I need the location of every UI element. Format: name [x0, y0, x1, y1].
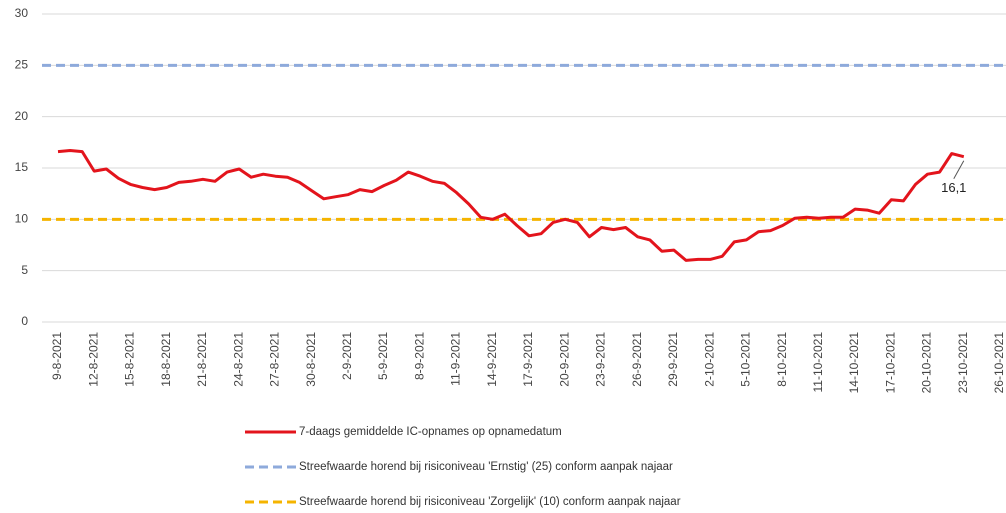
y-tick-label: 0 [21, 314, 28, 328]
label-leader [953, 160, 965, 179]
x-tick-label: 2-9-2021 [340, 332, 354, 380]
x-tick-label: 21-8-2021 [195, 332, 209, 387]
x-tick-label: 17-10-2021 [883, 332, 897, 394]
x-tick-label: 11-9-2021 [449, 332, 463, 386]
x-tick-label: 8-10-2021 [775, 332, 789, 387]
y-tick-label: 10 [15, 212, 29, 226]
x-tick-label: 2-10-2021 [702, 332, 716, 387]
x-tick-label: 14-10-2021 [847, 332, 861, 394]
x-tick-label: 20-10-2021 [920, 332, 934, 394]
y-tick-label: 25 [15, 58, 29, 72]
x-tick-label: 29-9-2021 [666, 332, 680, 387]
legend-label: 7-daags gemiddelde IC-opnames op opnamed… [299, 426, 562, 438]
x-tick-label: 26-9-2021 [630, 332, 644, 387]
x-tick-label: 24-8-2021 [231, 332, 245, 387]
x-tick-label: 18-8-2021 [159, 332, 173, 387]
data-label: 16,1 [941, 180, 966, 195]
x-tick-label: 23-10-2021 [956, 332, 970, 394]
x-tick-label: 12-8-2021 [86, 332, 100, 387]
x-tick-label: 5-9-2021 [376, 332, 390, 380]
x-tick-label: 8-9-2021 [412, 332, 426, 380]
x-tick-label: 9-8-2021 [50, 332, 64, 380]
x-tick-label: 5-10-2021 [739, 332, 753, 387]
legend-label: Streefwaarde horend bij risiconiveau 'Er… [299, 461, 673, 473]
y-tick-label: 20 [15, 109, 29, 123]
x-tick-label: 26-10-2021 [992, 332, 1006, 394]
y-tick-label: 15 [15, 160, 29, 174]
x-tick-label: 11-10-2021 [811, 332, 825, 393]
x-tick-label: 14-9-2021 [485, 332, 499, 387]
data-line [57, 149, 965, 262]
x-tick-label: 23-9-2021 [594, 332, 608, 387]
x-tick-label: 27-8-2021 [268, 332, 282, 387]
x-tick-label: 30-8-2021 [304, 332, 318, 387]
legend-label: Streefwaarde horend bij risiconiveau 'Zo… [299, 496, 681, 508]
x-tick-label: 20-9-2021 [557, 332, 571, 387]
y-tick-label: 5 [21, 263, 28, 277]
x-tick-label: 15-8-2021 [123, 332, 137, 387]
y-tick-label: 30 [15, 6, 29, 20]
x-tick-label: 17-9-2021 [521, 332, 535, 387]
